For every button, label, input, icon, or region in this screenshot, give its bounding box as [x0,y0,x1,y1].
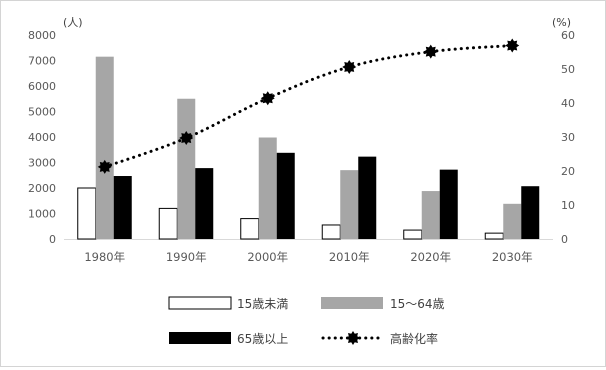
bar-15-64 [258,137,277,239]
bar-15-64 [177,98,196,239]
bar-65plus [521,186,540,239]
x-axis-category-label: 2000年 [247,250,288,264]
bars-layer [77,56,540,240]
aging-rate-point [342,59,357,74]
aging-rate-point [423,44,438,59]
axes-layer: 0100020003000400050006000700080000102030… [28,29,575,264]
bar-65plus [113,176,132,239]
legend-label-under15: 15歳未満 [237,297,288,311]
line-layer [97,38,520,174]
legend: 15歳未満 15～64歳 65歳以上 高齢化率 [168,296,445,346]
x-axis-category-label: 2020年 [410,250,451,264]
aging-rate-point [179,131,194,146]
legend-label-65plus: 65歳以上 [237,332,288,346]
left-axis-tick-label: 1000 [28,208,56,221]
bar-65plus [439,169,458,239]
aging-rate-point [97,159,112,174]
bar-65plus [276,152,295,239]
legend-swatch-under15 [168,296,232,310]
bar-under15 [77,187,97,240]
bar-15-64 [340,170,359,239]
legend-label-15-64: 15～64歳 [390,297,445,311]
bar-under15 [321,224,341,240]
bar-under15 [403,229,423,240]
right-axis-tick-label: 30 [561,131,575,144]
bar-under15 [240,218,260,240]
left-axis-tick-label: 4000 [28,131,56,144]
x-axis-category-label: 2030年 [492,250,533,264]
x-axis-category-label: 1990年 [166,250,207,264]
bar-15-64 [95,56,114,239]
x-axis-category-label: 1980年 [84,250,125,264]
right-axis-tick-label: 60 [561,29,575,42]
right-axis-tick-label: 40 [561,97,575,110]
legend-swatch-15-64 [321,297,383,309]
legend-swatch-65plus [169,332,231,344]
left-axis-tick-label: 2000 [28,182,56,195]
bar-65plus [195,168,214,239]
bar-15-64 [421,191,440,239]
right-axis-tick-label: 10 [561,199,575,212]
aging-rate-point [260,91,275,106]
left-axis-unit-label: (人) [63,16,83,29]
aging-rate-point [505,38,520,53]
x-axis-category-label: 2010年 [329,250,370,264]
bar-under15 [484,232,504,240]
legend-label-aging-rate: 高齢化率 [390,331,438,346]
right-axis-tick-label: 0 [561,233,568,246]
bar-15-64 [503,203,522,239]
left-axis-tick-label: 3000 [28,157,56,170]
aging-rate-line [103,44,514,169]
bar-under15 [158,207,178,240]
left-axis-tick-label: 7000 [28,55,56,68]
legend-marker-aging-rate [346,331,360,345]
left-axis-tick-label: 8000 [28,29,56,42]
left-axis-tick-label: 0 [49,233,56,246]
left-axis-tick-label: 5000 [28,106,56,119]
right-axis-unit-label: (%) [552,16,571,29]
right-axis-tick-label: 20 [561,165,575,178]
right-axis-tick-label: 50 [561,63,575,76]
bar-65plus [358,156,377,239]
left-axis-tick-label: 6000 [28,80,56,93]
